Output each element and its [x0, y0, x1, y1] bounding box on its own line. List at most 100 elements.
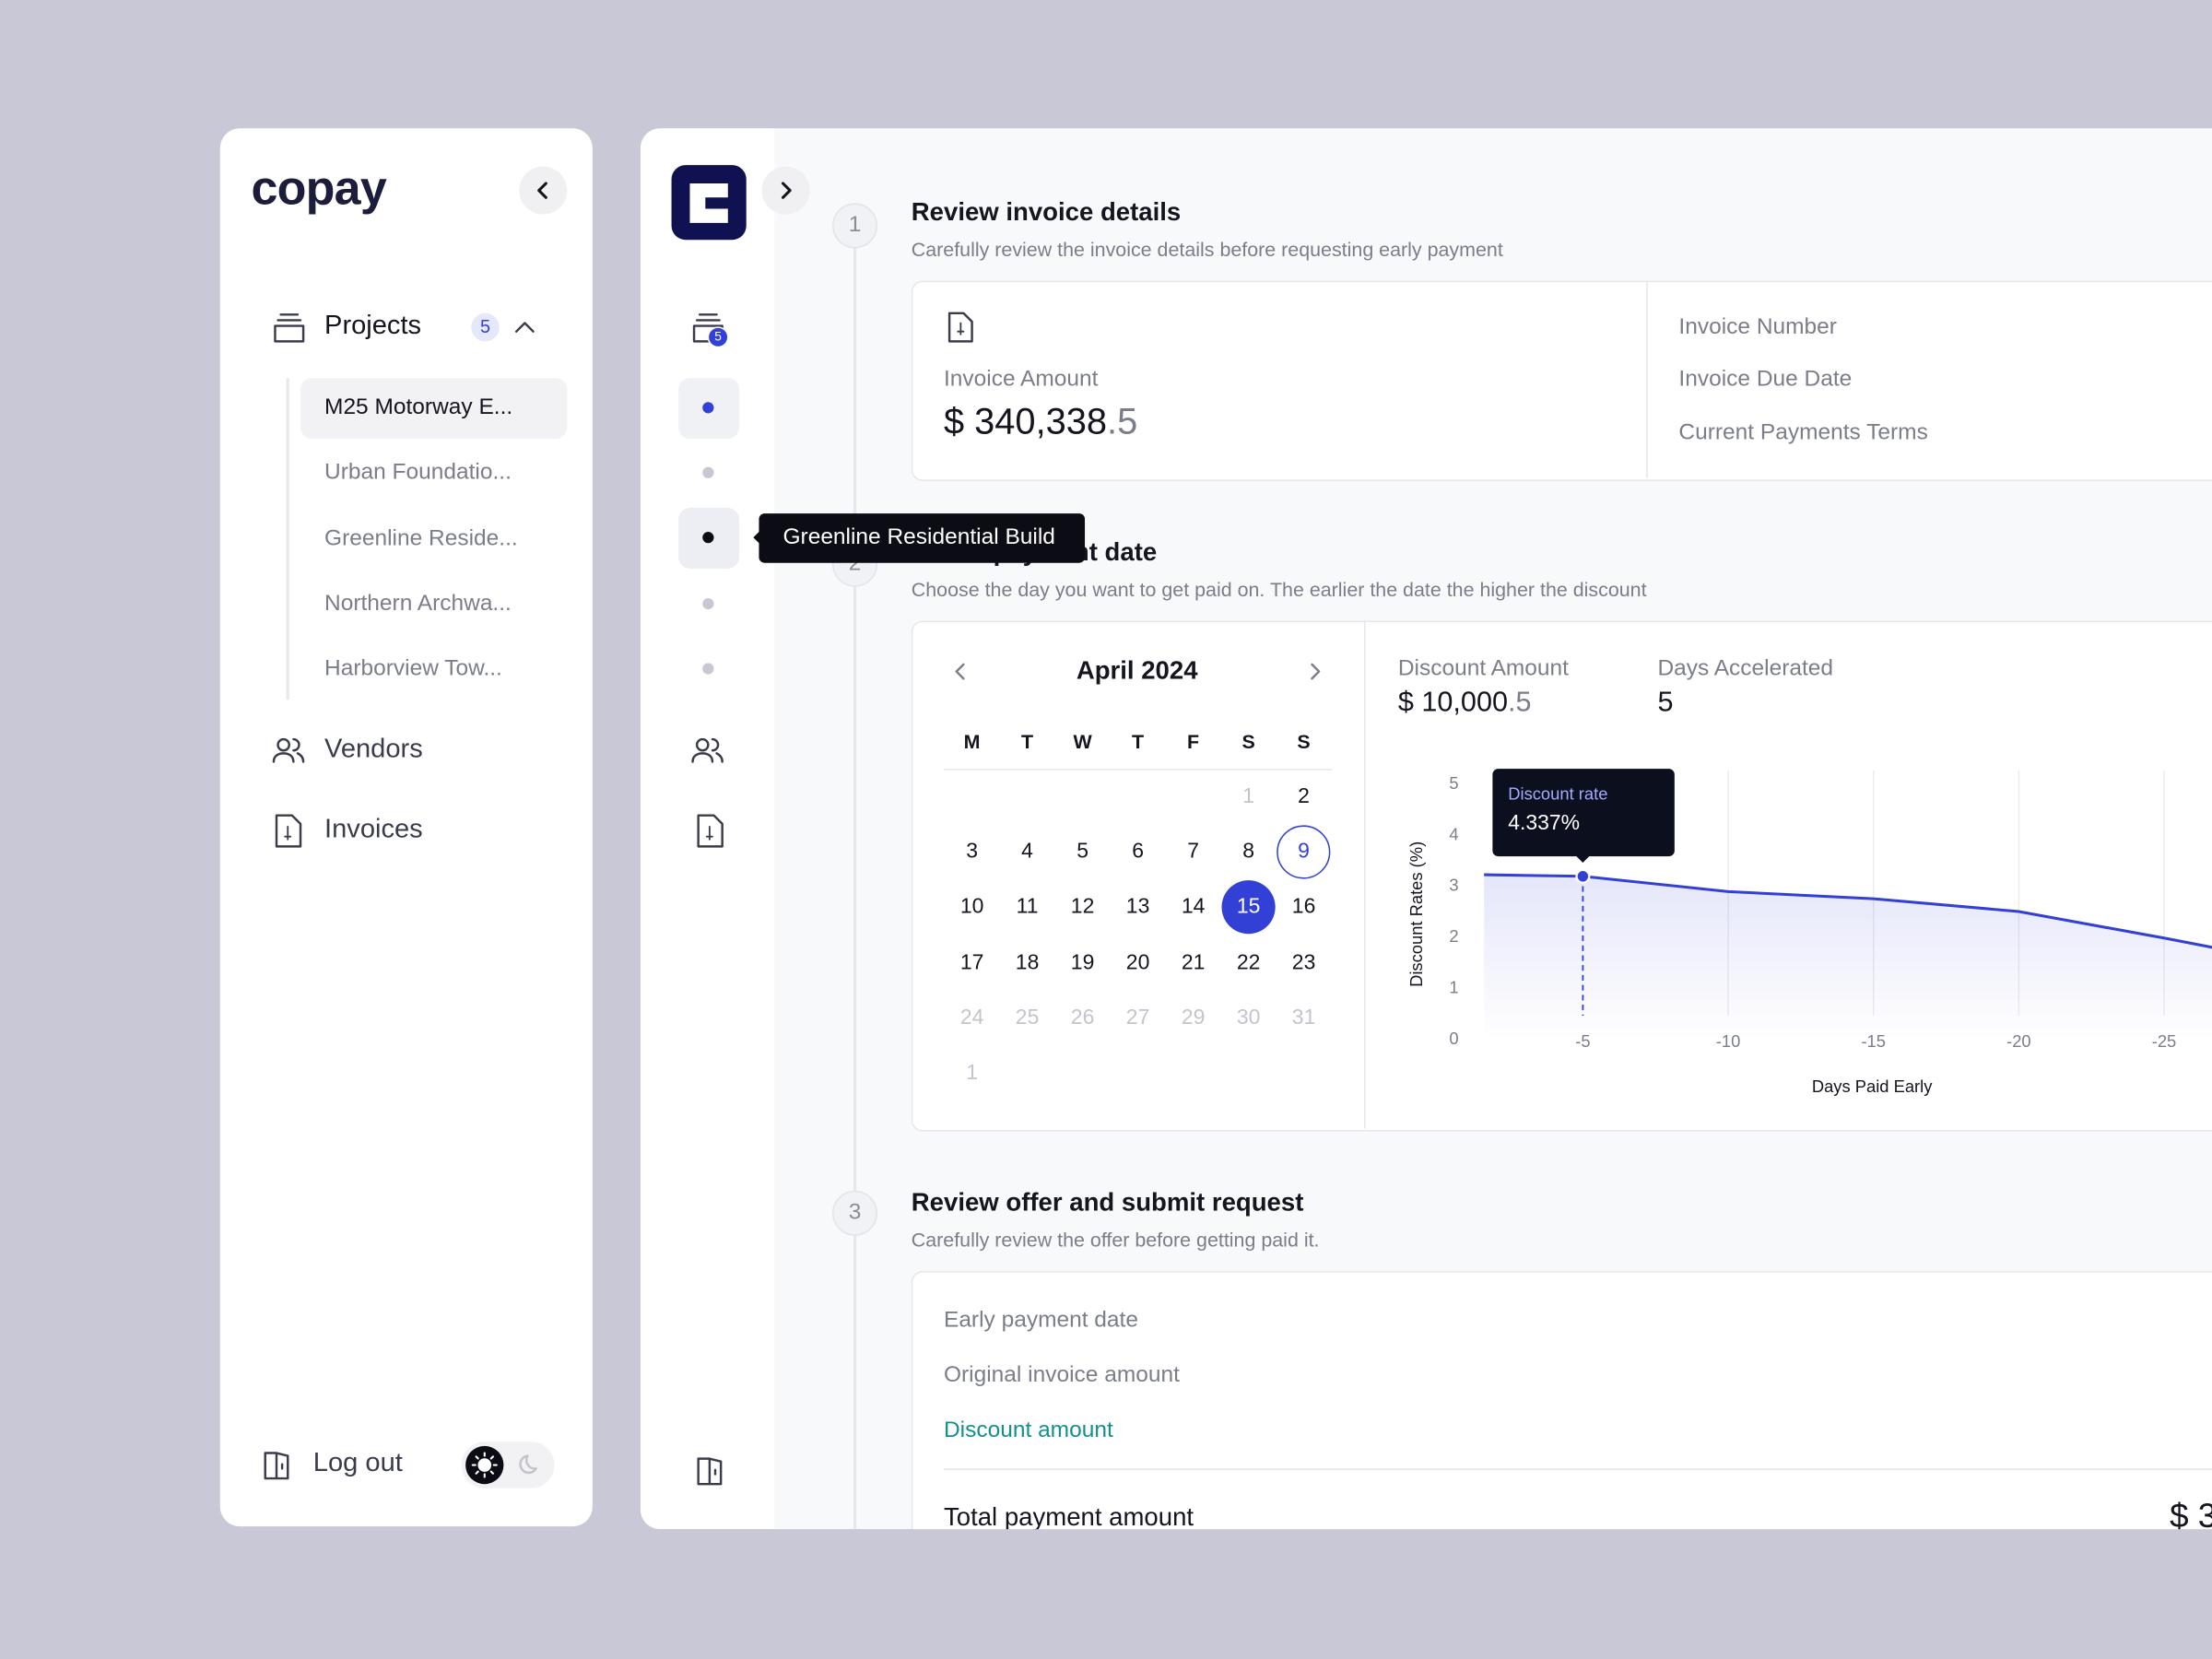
projects-label[interactable]: Projects: [324, 311, 422, 341]
calendar-day[interactable]: 16: [1291, 895, 1316, 920]
calendar-day[interactable]: 27: [1125, 1006, 1150, 1030]
calendar-day[interactable]: 1: [966, 1061, 978, 1086]
calendar-day[interactable]: 7: [1187, 840, 1199, 865]
step-number: 3: [832, 1190, 878, 1236]
field-label: Invoice Due Date: [1678, 367, 1853, 392]
rail-logout-icon[interactable]: [694, 1454, 725, 1488]
calendar-day[interactable]: 6: [1132, 840, 1144, 865]
y-tick-label: 3: [1449, 876, 1458, 895]
rail-dot[interactable]: [702, 663, 714, 675]
app-icon: [671, 165, 747, 241]
calendar-day[interactable]: 12: [1070, 895, 1095, 920]
sun-icon: [471, 1452, 498, 1478]
calendar-day[interactable]: 1: [1242, 784, 1254, 809]
calendar-day[interactable]: 18: [1015, 950, 1040, 975]
logout-icon: [264, 1452, 289, 1480]
prev-month[interactable]: [952, 662, 969, 681]
invoice-amount: $ 340,338.5: [944, 400, 1137, 444]
selected-item-bg: [300, 378, 568, 440]
weekday: F: [1187, 730, 1200, 753]
projects-count: 5: [471, 312, 500, 342]
calendar-day[interactable]: 26: [1070, 1006, 1095, 1030]
tooltip-value: 4.337%: [1508, 811, 1581, 836]
rail: [640, 128, 775, 1530]
calendar-day[interactable]: 3: [966, 840, 978, 865]
next-month[interactable]: [1306, 662, 1323, 681]
rail-tooltip: [759, 513, 1086, 563]
calendar-day[interactable]: 4: [1021, 840, 1033, 865]
calendar-day[interactable]: 29: [1181, 1006, 1206, 1030]
y-tick-label: 1: [1449, 977, 1458, 996]
offer-row: Discount amount: [943, 1418, 1113, 1442]
divider: [1364, 621, 1366, 1129]
calendar-day[interactable]: 8: [1242, 840, 1254, 865]
days-accelerated: 5: [1657, 687, 1674, 719]
calendar-day[interactable]: 24: [959, 1006, 984, 1030]
calendar-day[interactable]: 5: [1077, 840, 1088, 865]
tooltip-label: Discount rate: [1508, 783, 1608, 805]
offer-rule: [943, 1468, 2212, 1470]
rail-dot[interactable]: [702, 402, 714, 414]
light-mode[interactable]: [465, 1445, 504, 1485]
discount-amount: $ 10,000.5: [1398, 686, 1532, 720]
chevron-up[interactable]: [513, 317, 535, 336]
hover-point: [1575, 868, 1591, 884]
calendar-day[interactable]: 10: [959, 895, 984, 920]
y-tick-label: 0: [1449, 1029, 1458, 1048]
step-subtitle: Carefully review the offer before gettin…: [911, 1228, 1320, 1252]
project-item[interactable]: Greenline Reside...: [324, 525, 518, 550]
calendar-day[interactable]: 20: [1125, 950, 1150, 975]
calendar-day[interactable]: 23: [1291, 950, 1316, 975]
calendar-day[interactable]: 13: [1125, 895, 1150, 920]
days-accelerated-label: Days Accelerated: [1657, 656, 1834, 681]
chart-tooltip: [1492, 769, 1675, 857]
project-item[interactable]: Northern Archwa...: [324, 591, 512, 616]
calendar-day[interactable]: 17: [959, 950, 984, 975]
nav-invoices[interactable]: Invoices: [324, 815, 423, 845]
chevron-right: [781, 182, 792, 199]
project-item[interactable]: M25 Motorway E...: [324, 395, 513, 420]
project-item[interactable]: Harborview Tow...: [324, 656, 502, 681]
step-title: Review invoice details: [911, 197, 1182, 227]
logout[interactable]: Log out: [312, 1448, 403, 1478]
collapse-button[interactable]: [519, 166, 568, 215]
rail-invoices-icon[interactable]: [694, 813, 725, 850]
area: [1484, 875, 2212, 1041]
project-item[interactable]: Urban Foundatio...: [324, 460, 512, 486]
offer-row: Original invoice amount: [943, 1363, 1180, 1388]
backdrop: [0, 1529, 2212, 1659]
calendar-day[interactable]: 14: [1181, 895, 1206, 920]
calendar-day[interactable]: 31: [1291, 1006, 1316, 1030]
weekday: T: [1132, 730, 1145, 753]
calendar-day[interactable]: 19: [1070, 950, 1095, 975]
rail-dot[interactable]: [702, 532, 714, 544]
calendar-month: April 2024: [1076, 656, 1198, 685]
calendar-day[interactable]: 25: [1015, 1006, 1040, 1030]
rail-dot[interactable]: [702, 466, 714, 478]
calendar-day[interactable]: 2: [1298, 784, 1310, 809]
nav-vendors[interactable]: Vendors: [324, 734, 423, 764]
calendar-day[interactable]: 30: [1236, 1006, 1261, 1030]
amount-main: $ 340,338: [943, 399, 1108, 442]
invoice-card: [911, 280, 2212, 481]
calendar-day[interactable]: 21: [1181, 950, 1206, 975]
calendar-day[interactable]: 15: [1221, 880, 1276, 935]
rail-dot[interactable]: [702, 597, 714, 610]
moon-icon[interactable]: [519, 1453, 541, 1476]
amount-decimal: .5: [1508, 687, 1532, 719]
rail-vendors-icon[interactable]: [689, 734, 726, 768]
expand-button[interactable]: [761, 166, 810, 215]
calendar-day[interactable]: 22: [1236, 950, 1261, 975]
app-logo: [689, 182, 728, 223]
logo: copay: [251, 161, 387, 216]
weekday: S: [1297, 730, 1311, 753]
y-axis-label: Discount Rates (%): [1406, 841, 1426, 987]
projects-icon: [274, 313, 305, 343]
calendar-day[interactable]: 9: [1277, 825, 1331, 879]
discount-amount-label: Discount Amount: [1397, 656, 1569, 681]
y-tick-label: 5: [1449, 773, 1458, 793]
calendar-day[interactable]: 11: [1016, 895, 1039, 920]
y-tick-label: 2: [1449, 926, 1458, 946]
